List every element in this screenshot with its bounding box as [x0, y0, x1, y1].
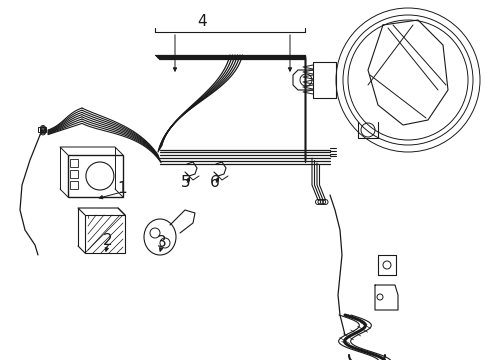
Bar: [70, 159, 78, 167]
Text: 2: 2: [103, 233, 113, 248]
Bar: [70, 181, 78, 189]
Bar: [70, 170, 78, 178]
Text: 6: 6: [210, 175, 220, 190]
Text: 1: 1: [117, 181, 126, 196]
Text: 4: 4: [197, 14, 206, 30]
Text: 3: 3: [157, 235, 166, 250]
Text: 5: 5: [181, 175, 190, 190]
Bar: [38, 127, 46, 132]
Bar: [68, 155, 123, 197]
